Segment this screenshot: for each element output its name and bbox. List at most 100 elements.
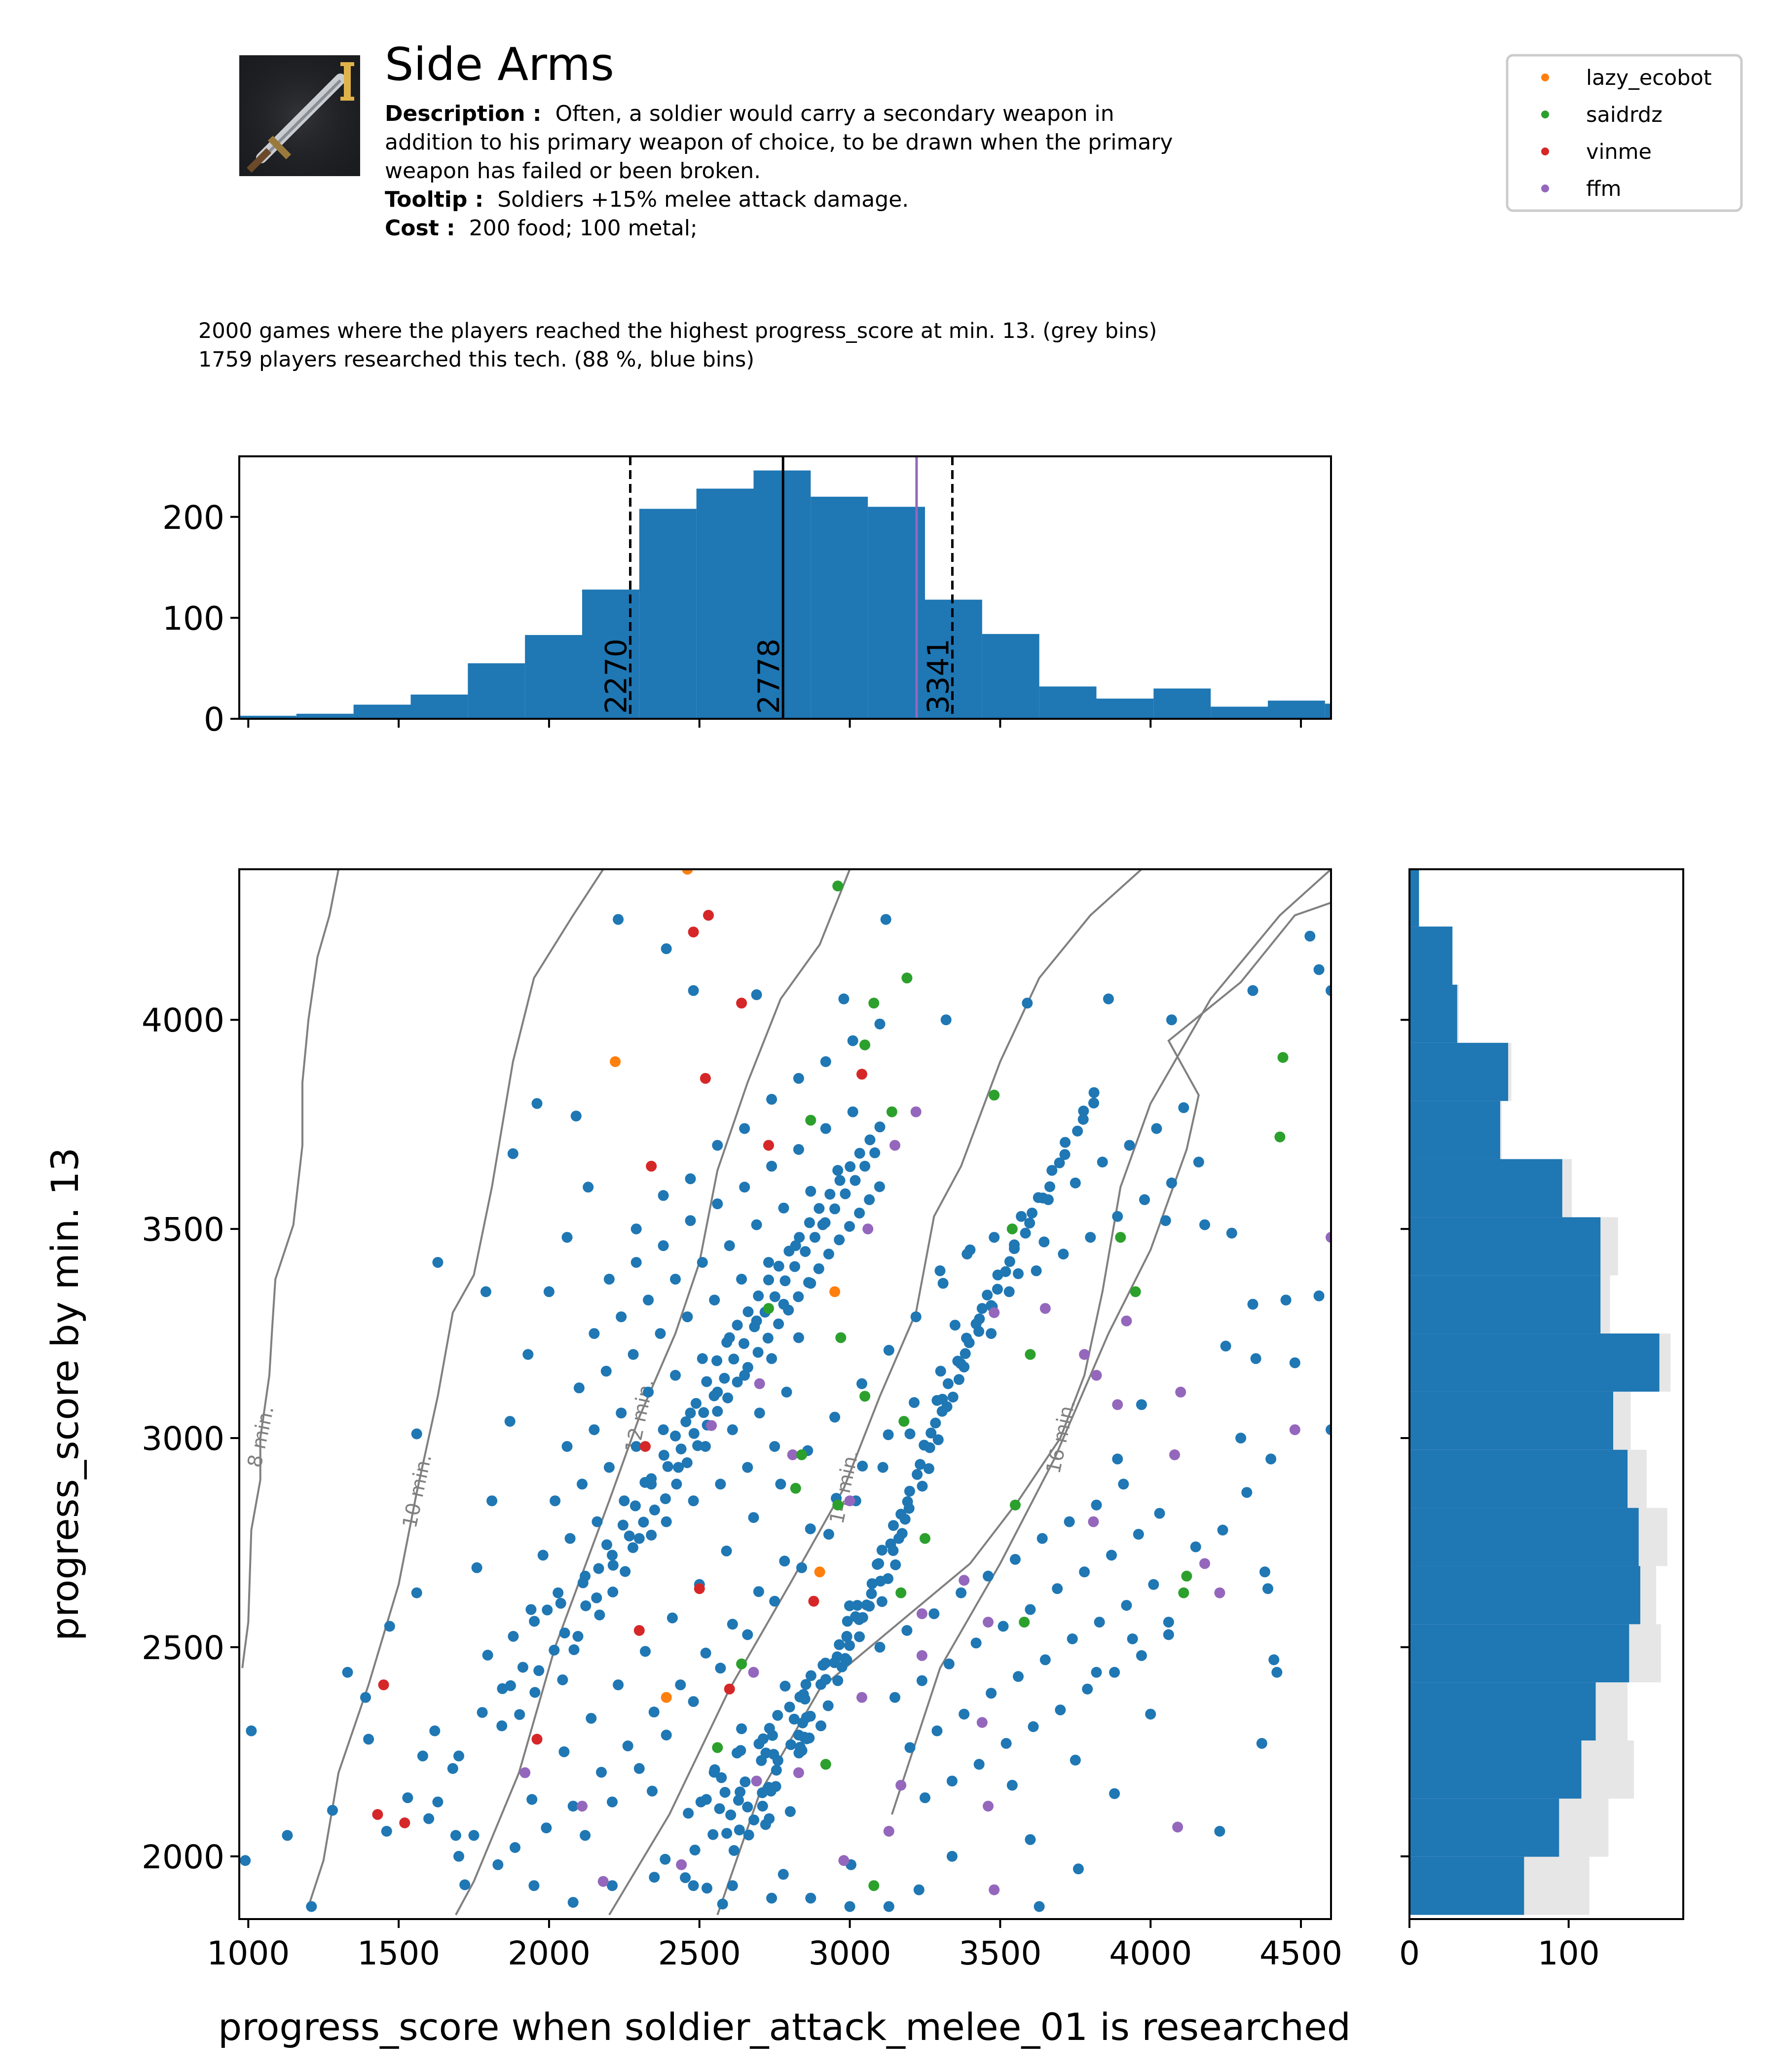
data-point-players [754, 1407, 765, 1419]
data-point-players [840, 1188, 851, 1199]
data-point-players [712, 1198, 723, 1210]
data-point-players [1072, 1125, 1083, 1137]
data-point-players [986, 1688, 997, 1699]
data-point-players [728, 1353, 740, 1365]
data-point-players [1112, 1211, 1123, 1222]
data-point-players [638, 1517, 649, 1528]
data-point-players [1003, 1286, 1015, 1297]
data-point-players [841, 1631, 852, 1642]
data-point-players [772, 1710, 783, 1721]
data-point-players [712, 1386, 723, 1398]
data-point-players [784, 1806, 796, 1817]
data-point-players [619, 1495, 630, 1507]
data-point-players [864, 1194, 875, 1205]
data-point-players [1091, 1499, 1102, 1511]
data-point-players [603, 1462, 615, 1473]
data-point-saidrdz [736, 1658, 747, 1669]
side-blue-bar [1409, 1159, 1562, 1218]
data-point-vinme [531, 1734, 543, 1745]
data-point-players [1326, 985, 1331, 996]
legend-label-ffm: ffm [1586, 177, 1622, 201]
data-point-players [769, 1291, 780, 1302]
data-point-players [589, 1424, 600, 1436]
data-point-players [543, 1286, 555, 1297]
data-point-ffm [1175, 1386, 1186, 1398]
data-point-ffm [754, 1378, 765, 1389]
data-point-players [646, 1479, 657, 1490]
data-point-players [573, 1382, 585, 1394]
x-tick-label: 4000 [1109, 1934, 1192, 1972]
data-point-players [1163, 1629, 1174, 1640]
data-point-players [429, 1725, 441, 1737]
data-point-players [983, 1570, 994, 1582]
contour-line [241, 869, 340, 1668]
legend-marker-lazy-ecobot [1541, 74, 1549, 81]
data-point-players [805, 1523, 816, 1534]
data-point-players [630, 1223, 642, 1235]
data-point-players [793, 1332, 804, 1343]
data-point-players [854, 1147, 865, 1159]
data-point-ffm [1039, 1303, 1051, 1314]
data-point-players [736, 1723, 747, 1735]
data-point-players [934, 1265, 946, 1276]
data-point-players [1088, 1097, 1099, 1109]
data-point-players [733, 1795, 744, 1806]
data-point-players [739, 1369, 750, 1381]
data-point-players [946, 1776, 958, 1787]
data-point-players [1271, 1666, 1283, 1678]
data-point-players [504, 1416, 516, 1427]
data-point-players [709, 1295, 720, 1306]
data-point-players [589, 1328, 600, 1339]
y-tick-label: 2000 [142, 1838, 224, 1876]
data-point-players [1163, 1617, 1174, 1628]
data-point-saidrdz [796, 1449, 807, 1460]
data-point-players [508, 1630, 519, 1642]
data-point-players [528, 1880, 540, 1891]
data-point-ffm [983, 1801, 994, 1812]
data-point-players [721, 1545, 732, 1556]
data-point-players [756, 1755, 767, 1766]
legend-marker-vinme [1541, 148, 1549, 155]
data-point-players [916, 1675, 927, 1686]
data-point-players [541, 1822, 552, 1834]
data-point-players [822, 1700, 834, 1711]
histogram-bar [1267, 701, 1325, 719]
data-point-players [847, 1035, 858, 1046]
data-point-players [800, 1246, 811, 1257]
data-point-players [901, 1625, 913, 1636]
data-point-players [1000, 1738, 1012, 1749]
data-point-players [876, 1596, 888, 1607]
data-point-players [342, 1666, 353, 1678]
data-point-players [947, 1391, 959, 1403]
data-point-players [688, 1696, 699, 1707]
data-point-players [643, 1295, 654, 1306]
data-point-players [770, 1781, 781, 1792]
sword-icon [239, 55, 360, 176]
x-tick-label: 1000 [207, 1934, 290, 1972]
data-point-players [779, 1555, 790, 1567]
data-point-players [1136, 1399, 1147, 1410]
data-point-players [935, 1366, 946, 1377]
data-point-players [616, 1407, 627, 1419]
data-point-players [804, 1217, 815, 1228]
data-point-players [680, 1416, 692, 1427]
data-point-players [1085, 1232, 1096, 1243]
data-point-players [702, 1883, 712, 1894]
data-point-players [655, 1328, 666, 1339]
data-point-players [796, 1562, 807, 1573]
data-point-saidrdz [901, 972, 913, 984]
data-point-players [482, 1650, 493, 1661]
data-point-players [790, 1240, 801, 1251]
data-point-players [866, 1578, 878, 1590]
data-point-players [931, 1395, 943, 1406]
data-point-players [779, 1680, 791, 1692]
legend-marker-ffm [1541, 185, 1549, 192]
side-blue-bar [1409, 1798, 1559, 1857]
data-point-vinme [378, 1679, 389, 1691]
data-point-players [1060, 1137, 1071, 1148]
data-point-players [1199, 1219, 1210, 1230]
data-point-players [915, 1459, 926, 1470]
data-point-players [760, 1819, 771, 1830]
x-tick-label: 1500 [357, 1934, 440, 1972]
histogram-bar [468, 663, 525, 719]
